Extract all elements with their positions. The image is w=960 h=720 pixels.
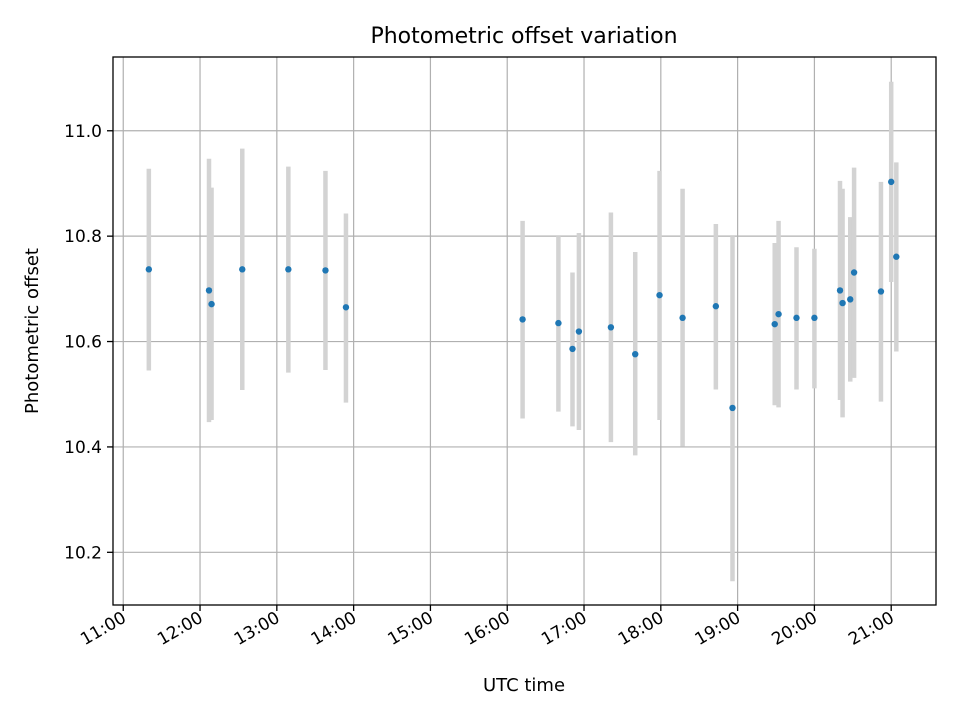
x-tick-label: 15:00: [384, 608, 436, 650]
data-point: [847, 296, 854, 303]
data-point: [575, 328, 583, 335]
data-point: [877, 288, 885, 295]
data-point: [285, 266, 292, 273]
chart-title: Photometric offset variation: [370, 24, 677, 49]
data-point: [836, 287, 844, 294]
y-tick-label: 10.8: [64, 227, 102, 247]
y-axis-label: Photometric offset: [22, 248, 43, 414]
x-tick-label: 21:00: [845, 608, 897, 650]
y-tick-label: 11.0: [64, 122, 102, 142]
x-tick-label: 16:00: [461, 608, 513, 650]
x-tick-label: 14:00: [308, 608, 360, 650]
data-point: [793, 314, 800, 322]
x-tick-label: 20:00: [768, 608, 820, 650]
x-tick-label: 13:00: [231, 608, 283, 650]
data-point: [569, 345, 576, 353]
data-point: [656, 291, 663, 299]
data-point: [239, 266, 246, 273]
x-tick-label: 12:00: [154, 608, 206, 650]
data-point: [555, 319, 562, 327]
x-tick-label: 18:00: [615, 608, 667, 650]
data-point: [888, 178, 895, 186]
data-point: [679, 314, 686, 322]
x-axis-ticks: 11:00 12:00 13:00 14:00 15:00 16:00 17:00 18:00…: [77, 605, 898, 650]
data-point: [775, 310, 782, 318]
data-point: [811, 314, 818, 322]
data-point: [205, 287, 213, 294]
y-axis-ticks: 10.2 10.4 10.6 10.8 11.0: [64, 122, 113, 563]
y-tick-label: 10.2: [64, 543, 102, 563]
data-point: [632, 350, 639, 358]
y-tick-label: 10.6: [64, 333, 102, 353]
data-point: [519, 316, 526, 323]
data-point: [145, 266, 153, 273]
data-points: [145, 178, 900, 412]
x-axis-label: UTC time: [483, 675, 565, 696]
x-tick-label: 17:00: [538, 608, 590, 650]
data-point: [607, 324, 615, 331]
x-tick-label: 11:00: [77, 608, 129, 650]
data-point: [850, 269, 858, 276]
x-tick-label: 19:00: [692, 608, 744, 650]
data-point: [208, 300, 215, 308]
data-point: [771, 320, 778, 328]
data-point: [893, 253, 900, 260]
data-point: [839, 299, 846, 307]
error-bars: [146, 81, 899, 582]
data-point: [712, 303, 720, 310]
data-point: [342, 304, 350, 311]
y-tick-label: 10.4: [64, 438, 102, 458]
data-point: [729, 404, 736, 412]
data-point: [322, 267, 329, 274]
plot-frame: [112, 56, 937, 606]
